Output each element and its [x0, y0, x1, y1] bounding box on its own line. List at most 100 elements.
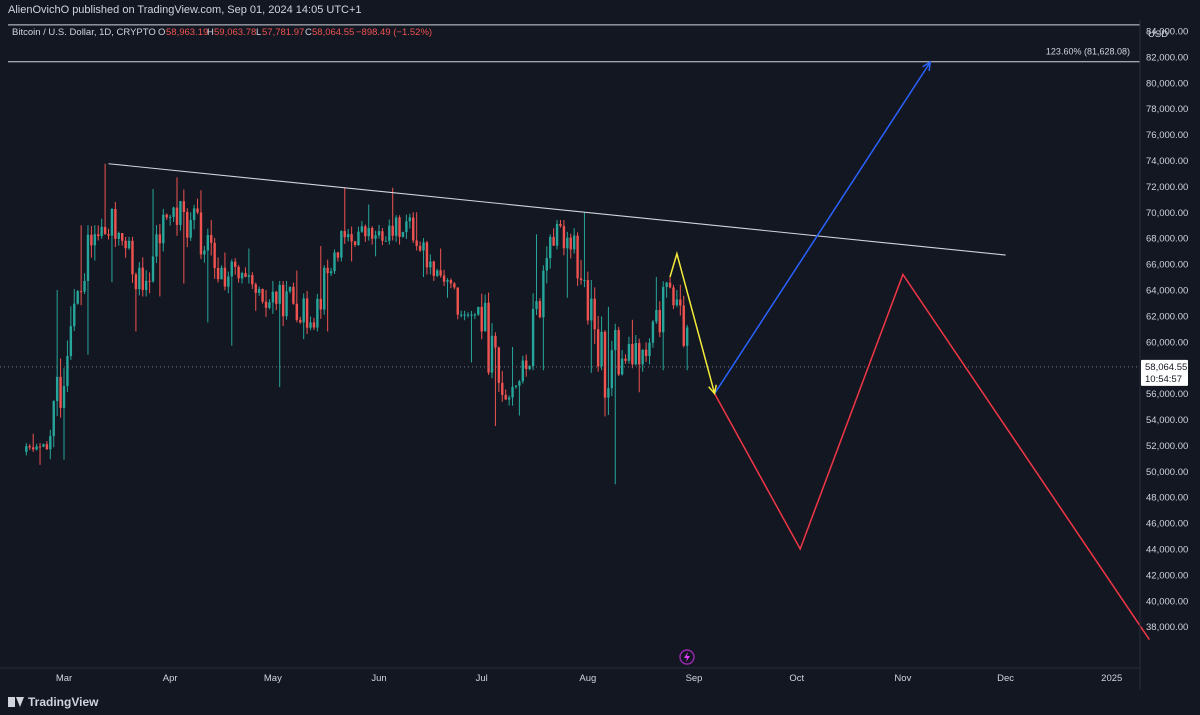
- candle-body: [453, 283, 456, 288]
- candle-body: [189, 220, 192, 238]
- candle-body: [569, 237, 572, 250]
- candle-body: [127, 240, 131, 249]
- candle-body: [247, 275, 251, 277]
- lightning-icon[interactable]: [679, 649, 695, 665]
- candle-body: [364, 226, 367, 237]
- candle-body: [596, 329, 600, 367]
- candle-body: [234, 261, 237, 267]
- price-tick-label: 66,000.00: [1146, 260, 1188, 271]
- time-tick-label: 2025: [1101, 673, 1122, 684]
- candle-body: [412, 217, 415, 241]
- candle-body: [651, 321, 655, 343]
- candle-body: [292, 286, 295, 304]
- candle-body: [572, 235, 576, 250]
- candle-body: [199, 212, 203, 255]
- fib-levels: 100.00% (84,477.17)123.60% (81,628.08): [8, 24, 1140, 63]
- candle-body: [305, 298, 309, 328]
- price-tick-label: 56,000.00: [1146, 389, 1188, 400]
- candle-body: [624, 358, 627, 361]
- price-tick-label: 68,000.00: [1146, 234, 1188, 245]
- price-tick-label: 78,000.00: [1146, 104, 1188, 115]
- symbol-legend: Bitcoin / U.S. Dollar, 1D, CRYPTO O 58,9…: [12, 27, 432, 38]
- time-tick-label: Oct: [789, 673, 804, 684]
- candle-body: [545, 258, 548, 271]
- currency-label[interactable]: USD: [1148, 29, 1168, 40]
- candle-body: [360, 226, 364, 232]
- candle-body: [436, 270, 439, 276]
- candle-body: [203, 250, 206, 255]
- candle-body: [117, 233, 120, 239]
- candle-body: [254, 284, 257, 293]
- candle-body: [131, 240, 134, 275]
- ohlc-low: 57,781.97: [262, 27, 304, 38]
- candle-body: [192, 208, 196, 221]
- projection-red: [713, 272, 1151, 641]
- candle-body: [216, 267, 220, 280]
- current-price-tag-bg: [1141, 359, 1188, 386]
- candle-body: [614, 330, 617, 351]
- price-axis[interactable]: USD 84,000.00 82,000.00 80,000.00 78,000.00…: [1141, 27, 1188, 634]
- candle-body: [429, 261, 432, 268]
- candle-body: [507, 397, 511, 400]
- candle-body: [134, 274, 138, 290]
- time-tick-label: Jun: [371, 673, 386, 684]
- candle-body: [144, 280, 148, 290]
- tradingview-logo[interactable]: TradingView: [8, 694, 98, 711]
- candle-body: [302, 298, 305, 323]
- candle-body: [377, 231, 381, 236]
- candle-body: [175, 207, 179, 225]
- candle-body: [634, 343, 638, 365]
- candle-body: [316, 298, 319, 328]
- candle-body: [644, 349, 648, 357]
- ohlc-close-label: C: [305, 27, 312, 38]
- candle-body: [90, 234, 93, 246]
- candle-body: [668, 282, 672, 288]
- current-price-value: 58,064.55: [1145, 362, 1187, 373]
- candle-body: [285, 291, 288, 317]
- candle-body: [213, 242, 216, 268]
- candle-body: [353, 241, 357, 245]
- candle-body: [466, 314, 470, 316]
- candle-body: [148, 280, 151, 282]
- candle-body: [501, 382, 504, 395]
- price-tick-label: 76,000.00: [1146, 130, 1188, 141]
- candle-body: [25, 446, 28, 452]
- candle-body: [281, 284, 285, 317]
- ohlc-high-label: H: [207, 27, 214, 38]
- candle-body: [439, 270, 442, 276]
- candle-body: [603, 331, 607, 398]
- candle-body: [268, 302, 271, 308]
- candle-body: [590, 298, 593, 321]
- candle-body: [631, 343, 634, 365]
- candle-body: [288, 286, 292, 292]
- candle-body: [600, 331, 603, 367]
- candle-body: [459, 314, 463, 316]
- candle-body: [69, 326, 73, 356]
- price-tick-label: 74,000.00: [1146, 156, 1188, 167]
- candle-body: [549, 236, 552, 259]
- candle-body: [620, 358, 624, 375]
- candle-body: [470, 314, 473, 316]
- ohlc-close: 58,064.55: [312, 27, 354, 38]
- time-axis[interactable]: Mar Apr May Jun Jul Aug Sep Oct Nov Dec 2025: [56, 673, 1123, 684]
- candle-body: [607, 388, 610, 398]
- candle-body: [494, 335, 497, 348]
- price-tick-label: 82,000.00: [1146, 52, 1188, 63]
- symbol-name: Bitcoin / U.S. Dollar, 1D, CRYPTO: [12, 27, 156, 38]
- candle-body: [562, 225, 566, 249]
- candle-body: [408, 217, 412, 222]
- candle-body: [367, 228, 370, 237]
- candle-body: [42, 444, 45, 447]
- candle-body: [206, 235, 210, 251]
- candle-body: [121, 233, 124, 241]
- candle-body: [62, 386, 66, 408]
- candle-body: [463, 314, 466, 316]
- chart-area[interactable]: 100.00% (84,477.17)123.60% (81,628.08) B…: [0, 20, 1200, 690]
- candle-body: [542, 270, 545, 318]
- candle-body: [672, 287, 675, 306]
- candle-body: [641, 349, 644, 365]
- candle-body: [579, 278, 583, 281]
- candle-body: [422, 242, 425, 251]
- footer: TradingView: [0, 690, 1200, 715]
